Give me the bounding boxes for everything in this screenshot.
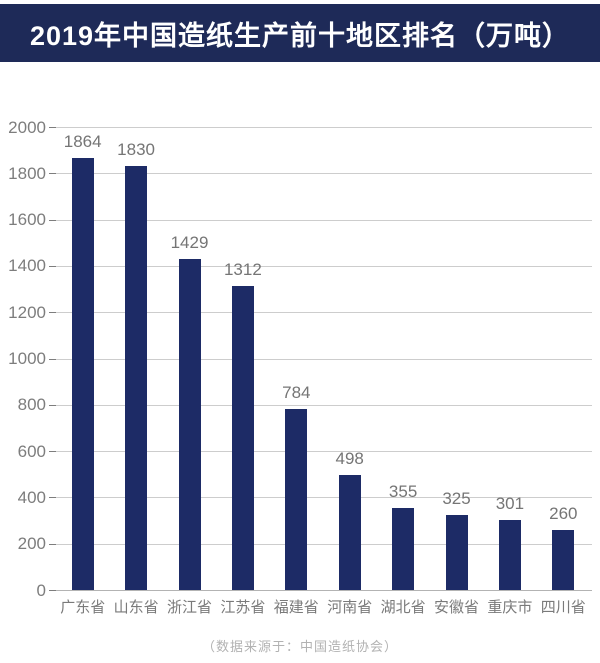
bar xyxy=(445,514,468,590)
x-category-label: 重庆市 xyxy=(487,599,533,616)
gridline xyxy=(56,312,592,314)
title-banner: 2019年中国造纸生产前十地区排名（万吨） xyxy=(0,4,600,62)
gridline xyxy=(56,590,592,591)
y-tick-label: 800 xyxy=(17,395,46,415)
gridline xyxy=(56,543,592,545)
y-tick-label: 1600 xyxy=(8,210,46,230)
bar xyxy=(392,507,415,590)
y-tick-label: 200 xyxy=(17,534,46,554)
y-tick-label: 1800 xyxy=(8,163,46,183)
bar xyxy=(231,286,254,590)
bar xyxy=(178,259,201,590)
y-tick-mark xyxy=(49,265,56,267)
y-tick-mark xyxy=(49,219,56,221)
bar-value-label: 498 xyxy=(335,448,364,468)
y-tick-mark xyxy=(49,358,56,360)
bar xyxy=(552,529,575,590)
x-category-label: 江苏省 xyxy=(220,599,266,616)
gridline xyxy=(56,219,592,221)
bar-value-label: 1429 xyxy=(170,233,209,253)
bar xyxy=(285,408,308,590)
bar-value-label: 1312 xyxy=(223,260,262,280)
bar-value-label: 325 xyxy=(442,488,471,508)
chart-title: 2019年中国造纸生产前十地区排名（万吨） xyxy=(29,20,571,51)
x-category-label: 河南省 xyxy=(327,599,373,616)
bar-value-label: 260 xyxy=(549,503,578,523)
x-category-label: 浙江省 xyxy=(166,599,212,616)
y-tick-label: 400 xyxy=(17,487,46,507)
y-tick-label: 2000 xyxy=(8,117,46,137)
y-tick-mark xyxy=(49,127,56,128)
gridline xyxy=(56,451,592,453)
y-tick-mark xyxy=(49,543,56,545)
y-tick-label: 600 xyxy=(17,441,46,461)
y-tick-mark xyxy=(49,590,56,591)
gridline xyxy=(56,265,592,267)
bar xyxy=(338,474,361,590)
y-tick-label: 1000 xyxy=(8,349,46,368)
x-category-label: 安徽省 xyxy=(433,599,479,616)
bar xyxy=(71,158,94,590)
y-tick-label: 1200 xyxy=(8,302,46,322)
x-category-label: 山东省 xyxy=(113,599,159,616)
bar-value-label: 1864 xyxy=(63,132,102,152)
bar-value-label: 301 xyxy=(495,494,525,514)
y-tick-mark xyxy=(49,173,56,175)
gridline xyxy=(56,173,592,175)
bar-value-label: 355 xyxy=(388,481,418,501)
bar-value-label: 784 xyxy=(282,382,311,402)
gridline xyxy=(56,127,592,128)
bar xyxy=(125,166,148,590)
bar-chart: 0 200 400 600 800 1000 1200 1400 1600 1800 2000 18… xyxy=(0,62,600,622)
x-category-label: 湖北省 xyxy=(380,599,426,616)
bar xyxy=(498,520,521,590)
gridline xyxy=(56,404,592,406)
x-category-label: 广东省 xyxy=(60,599,106,616)
gridline xyxy=(56,358,592,360)
y-tick-label: 1400 xyxy=(8,256,46,276)
bar-value-label: 1830 xyxy=(117,140,155,160)
source-note: （数据来源于：中国造纸协会） xyxy=(201,639,398,654)
y-tick-mark xyxy=(49,404,56,406)
x-category-label: 福建省 xyxy=(273,599,319,616)
y-tick-label: 0 xyxy=(36,580,46,600)
y-tick-mark xyxy=(49,497,56,499)
y-tick-mark xyxy=(49,312,56,314)
x-category-label: 四川省 xyxy=(540,599,586,616)
gridline xyxy=(56,497,592,499)
y-tick-mark xyxy=(49,451,56,453)
